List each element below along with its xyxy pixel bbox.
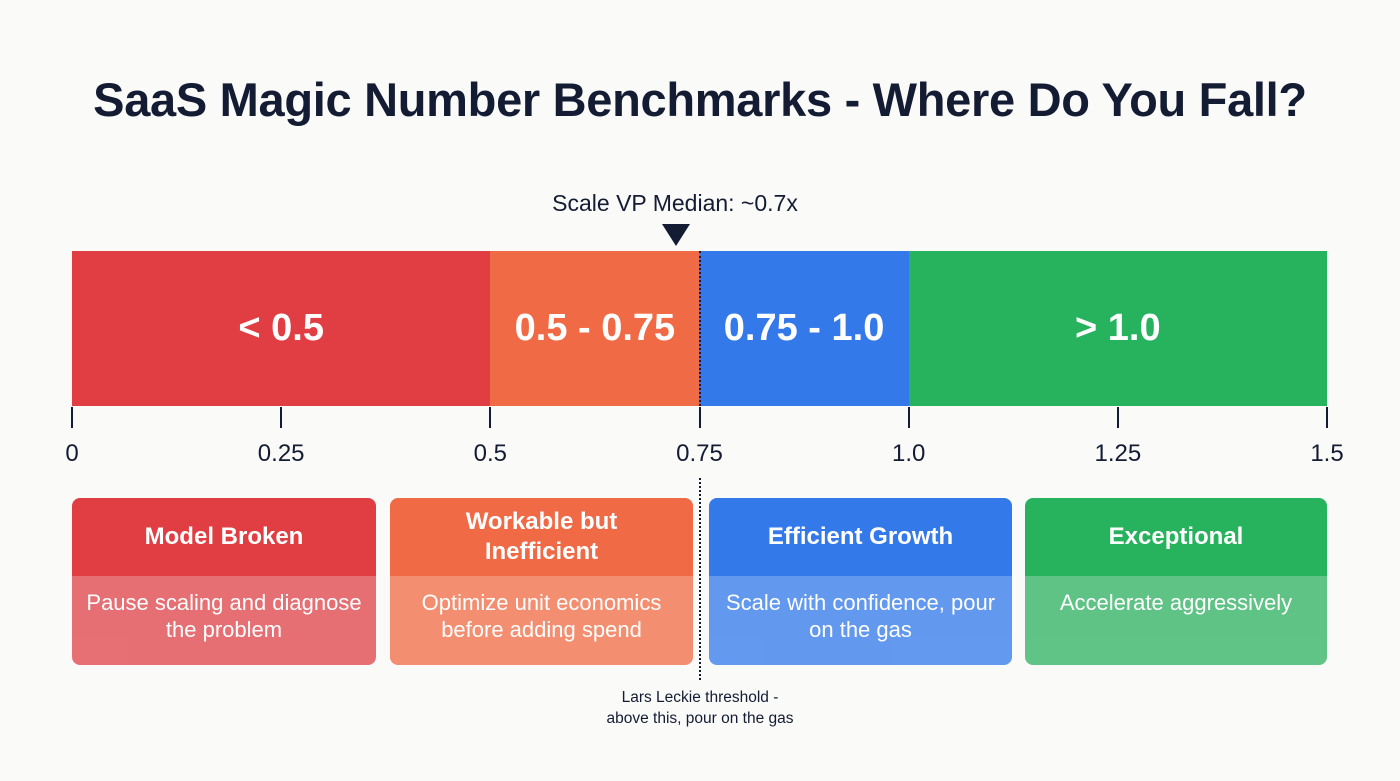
segment-label: > 1.0 (1075, 307, 1161, 349)
card-description: Accelerate aggressively (1025, 576, 1327, 665)
card-title: Model Broken (72, 498, 376, 576)
tick-label: 1.0 (891, 440, 926, 467)
tick-label: 0.5 (473, 440, 508, 467)
segment-0-75-to-1-0: 0.75 - 1.0 (699, 251, 909, 406)
threshold-note-line1: Lars Leckie threshold - (621, 689, 779, 706)
card-efficient-growth: Efficient Growth Scale with confidence, … (709, 498, 1012, 665)
card-description: Optimize unit economics before adding sp… (390, 576, 693, 665)
scale-axis: 0 0.25 0.5 0.75 1.0 1.25 1.5 (65, 406, 1344, 467)
threshold-dotted-line-upper (699, 251, 701, 406)
card-description: Scale with confidence, pour on the gas (709, 576, 1012, 665)
median-marker-label: Scale VP Median: ~0.7x (552, 190, 798, 216)
tick-label: 1.25 (1094, 440, 1142, 467)
page-title: SaaS Magic Number Benchmarks - Where Do … (93, 73, 1307, 126)
threshold-note: Lars Leckie threshold - above this, pour… (540, 687, 860, 729)
threshold-note-line2: above this, pour on the gas (606, 710, 794, 727)
tick-mark (1116, 407, 1119, 428)
tick-mark (71, 407, 73, 428)
threshold-dotted-line-lower (699, 478, 701, 680)
card-workable-but-inefficient: Workable but Inefficient Optimize unit e… (390, 498, 693, 665)
segment-label: 0.75 - 1.0 (723, 307, 885, 349)
benchmark-cards: Model Broken Pause scaling and diagnose … (72, 498, 1327, 665)
segment-above-1-0: > 1.0 (908, 251, 1327, 406)
card-model-broken: Model Broken Pause scaling and diagnose … (72, 498, 376, 665)
tick-label: 0 (65, 440, 79, 467)
tick-mark (907, 407, 910, 428)
tick-mark (489, 407, 492, 428)
triangle-down-icon (662, 224, 690, 246)
card-exceptional: Exceptional Accelerate aggressively (1025, 498, 1327, 665)
card-description: Pause scaling and diagnose the problem (72, 576, 376, 665)
segment-label: < 0.5 (238, 307, 324, 349)
tick-label: 1.5 (1310, 440, 1344, 467)
segment-0-5-to-0-75: 0.5 - 0.75 (490, 251, 700, 406)
tick-label: 0.25 (257, 440, 305, 467)
card-title: Efficient Growth (709, 498, 1012, 576)
segment-label: 0.5 - 0.75 (514, 307, 676, 349)
tick-mark (280, 407, 283, 428)
tick-label: 0.75 (676, 440, 723, 467)
benchmark-scale-bar: < 0.5 0.5 - 0.75 0.75 - 1.0 > 1.0 (72, 251, 1327, 406)
tick-mark (1326, 407, 1328, 428)
card-title: Workable but Inefficient (390, 498, 693, 576)
card-title: Exceptional (1025, 498, 1327, 576)
segment-below-0-5: < 0.5 (72, 251, 491, 406)
tick-mark (698, 407, 701, 428)
